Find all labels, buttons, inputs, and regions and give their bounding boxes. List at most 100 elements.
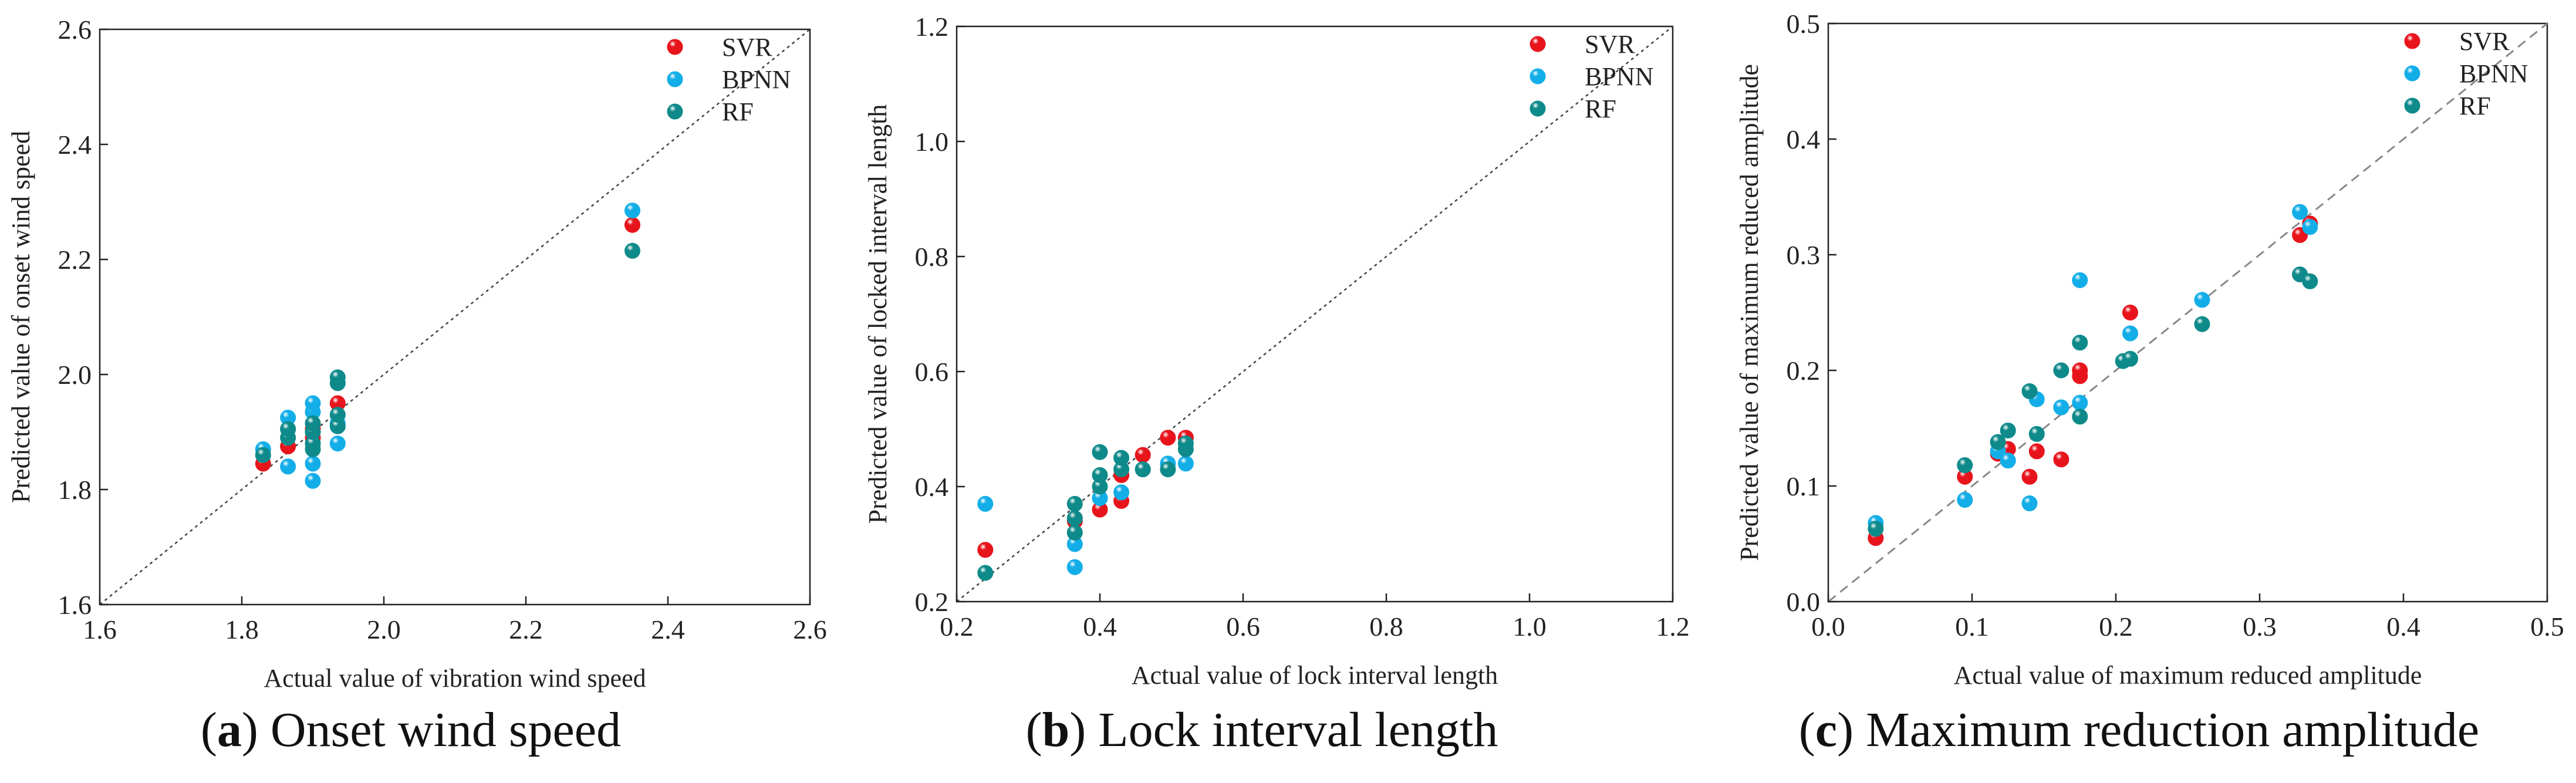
legend-marker-bpnn (2404, 65, 2420, 82)
legend-label-bpnn: BPNN (722, 65, 791, 94)
point-rf (624, 242, 640, 259)
point-svr (624, 217, 640, 233)
x-tick-label: 0.2 (2099, 612, 2133, 642)
point-rf (2122, 350, 2138, 367)
y-axis-label: Predicted value of maximum reduced ampli… (1735, 64, 1764, 561)
point-svr (2028, 443, 2045, 460)
caption-letter: b (1042, 703, 1070, 757)
point-bpnn (305, 395, 321, 411)
x-tick-label: 1.8 (225, 615, 259, 644)
point-rf (1868, 521, 1884, 537)
x-tick-label: 0.3 (2243, 612, 2277, 642)
point-bpnn (2122, 325, 2138, 342)
point-rf (2194, 316, 2210, 332)
point-svr (1135, 447, 1151, 463)
caption-letter: c (1815, 703, 1838, 757)
point-bpnn (1177, 455, 1194, 472)
point-rf (2072, 335, 2088, 351)
point-bpnn (977, 495, 994, 512)
x-tick-label: 0.0 (1811, 612, 1845, 642)
legend-label-rf: RF (2459, 92, 2491, 120)
legend-marker-rf (2404, 97, 2420, 114)
point-bpnn (305, 473, 321, 489)
point-rf (2072, 409, 2088, 425)
caption-a: (a) Onset wind speed (200, 703, 622, 757)
y-tick-label: 0.2 (1787, 356, 1821, 386)
point-rf (2000, 422, 2016, 438)
point-rf (2053, 362, 2069, 379)
x-axis-label: Actual value of maximum reduced amplitud… (1954, 661, 2422, 690)
panel-a: 1.6 1.8 2.0 2.2 2.4 2.6 1.6 1.8 2.0 2.2 2.4 2.6 Actu… (0, 0, 827, 783)
point-rf (1990, 434, 2006, 450)
legend-marker-svr (2404, 33, 2420, 49)
y-axis-label: Predicted value of onset wind speed (6, 131, 35, 503)
point-svr (1160, 430, 1176, 446)
point-rf (1066, 510, 1083, 526)
point-rf (1092, 467, 1108, 483)
legend-label-bpnn: BPNN (1585, 62, 1653, 91)
diagonal-reference-line (1828, 22, 2548, 603)
point-bpnn (329, 436, 346, 452)
legend-marker-rf (667, 103, 683, 120)
legend-label-svr: SVR (722, 33, 772, 62)
y-tick-label: 1.2 (915, 12, 949, 42)
x-tick-label: 0.5 (2530, 612, 2564, 642)
x-tick-label: 1.6 (83, 615, 117, 644)
x-tick-label: 0.6 (1226, 612, 1260, 642)
y-tick-label: 0.8 (915, 242, 949, 272)
legend-label-bpnn: BPNN (2459, 59, 2528, 88)
plot-frame (1827, 22, 2548, 603)
point-rf (1957, 457, 1973, 474)
x-axis-label: Actual value of vibration wind speed (264, 664, 646, 693)
legend-marker-bpnn (667, 71, 683, 87)
point-bpnn (305, 455, 321, 472)
caption-c: (c) Maximum reduction amplitude (1798, 703, 2480, 757)
y-axis-label: Predicted value of locked interval lengt… (863, 104, 892, 524)
y-tick-label: 2.0 (58, 360, 92, 390)
point-svr (2122, 305, 2138, 320)
diagonal-reference-line (956, 26, 1673, 602)
scatter-chart-b: 0.2 0.4 0.6 0.8 1.0 1.2 0.2 0.4 0.6 0.8 1.0 1.2 Actu… (863, 12, 1690, 690)
legend-marker-rf (1530, 100, 1546, 117)
caption-text: Lock interval length (1098, 703, 1498, 757)
point-rf (305, 415, 321, 431)
point-bpnn (1066, 559, 1083, 575)
legend-marker-svr (1530, 36, 1546, 52)
x-tick-label: 0.8 (1369, 612, 1403, 642)
point-rf (2028, 426, 2045, 442)
panel-c: 0.0 0.1 0.2 0.3 0.4 0.5 0.0 0.1 0.2 0.3 0.4 0.5 Actu… (1702, 0, 2576, 783)
point-rf (1066, 524, 1083, 541)
caption-b: (b) Lock interval length (1025, 703, 1498, 757)
legend-marker-svr (667, 39, 683, 55)
point-rf (2021, 383, 2038, 399)
x-tick-label: 2.0 (367, 615, 401, 644)
y-tick-label: 1.6 (58, 590, 92, 620)
point-rf (2302, 273, 2318, 289)
caption-text: Maximum reduction amplitude (1866, 703, 2480, 757)
x-tick-label: 2.2 (509, 615, 543, 644)
point-rf (1177, 436, 1194, 451)
legend-label-svr: SVR (1585, 30, 1635, 59)
x-tick-label: 2.4 (651, 615, 685, 644)
point-bpnn (2302, 219, 2318, 235)
point-bpnn (2021, 495, 2038, 512)
point-rf (1066, 495, 1083, 512)
point-bpnn (1957, 492, 1973, 508)
point-bpnn (2053, 399, 2069, 416)
y-tick-label: 2.4 (58, 130, 92, 160)
point-rf (255, 447, 271, 463)
point-bpnn (624, 203, 640, 219)
y-tick-label: 0.3 (1787, 240, 1821, 270)
point-rf (329, 407, 346, 423)
point-rf (1160, 461, 1176, 478)
y-tick-label: 1.8 (58, 475, 92, 505)
y-tick-label: 0.4 (1787, 124, 1821, 154)
y-tick-label: 0.4 (915, 472, 949, 502)
y-tick-label: 0.1 (1787, 471, 1821, 501)
caption-letter: a (217, 703, 242, 757)
point-svr (2072, 362, 2088, 379)
x-axis-label: Actual value of lock interval length (1132, 661, 1498, 690)
point-rf (280, 421, 296, 437)
y-tick-label: 2.2 (58, 245, 92, 275)
